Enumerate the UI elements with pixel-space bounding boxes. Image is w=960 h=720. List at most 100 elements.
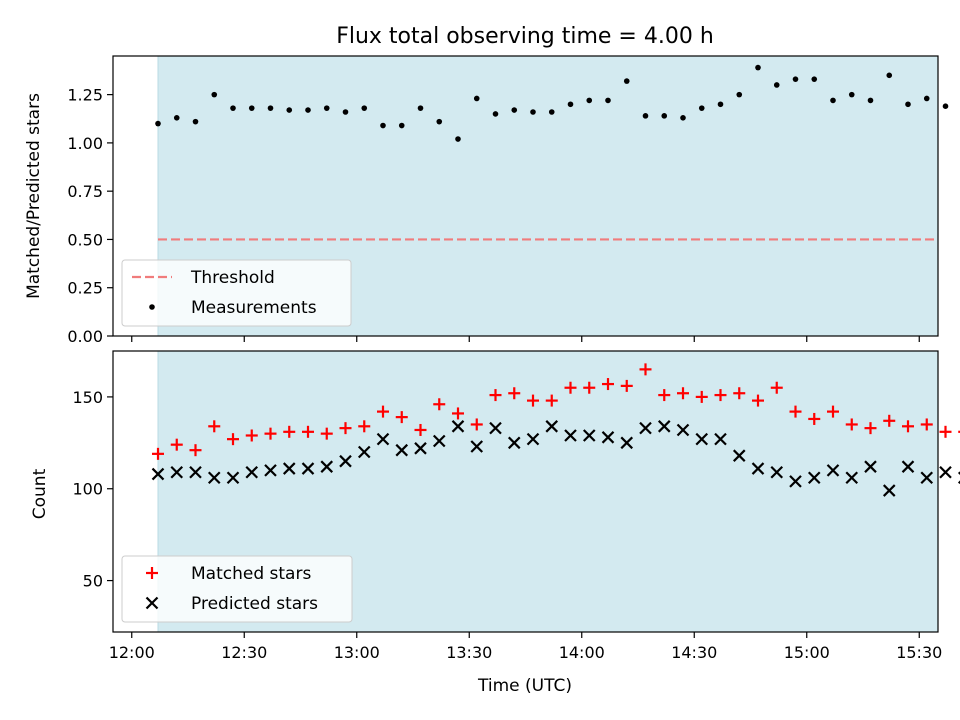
predicted-star-point — [357, 445, 371, 459]
predicted-star-point — [676, 423, 690, 437]
measurement-point — [736, 91, 743, 98]
matched-star-point — [452, 407, 464, 420]
predicted-star-point — [507, 436, 521, 450]
x-tick-label: 13:00 — [334, 643, 380, 662]
matched-star-point — [639, 363, 652, 376]
predicted-star-point — [639, 421, 652, 435]
measurement-point — [155, 120, 161, 127]
predicted-star-point — [451, 420, 465, 433]
matched-star-point — [358, 420, 371, 433]
predicted-star-point — [826, 464, 840, 477]
y-tick-label: 0.00 — [67, 327, 103, 346]
y-tick-label: 1.25 — [67, 86, 103, 105]
measurement-point — [511, 107, 518, 113]
predicted-star-point — [920, 471, 934, 485]
matched-star-point — [339, 422, 352, 435]
matched-star-point — [920, 418, 933, 431]
predicted-star-point — [601, 431, 615, 444]
legend-measurements-label: Measurements — [191, 298, 317, 318]
predicted-star-point — [882, 484, 896, 497]
matched-star-point — [320, 427, 333, 440]
matched-star-point — [377, 405, 389, 418]
predicted-star-point — [939, 465, 952, 479]
predicted-star-point — [264, 464, 277, 477]
predicted-star-point — [770, 465, 784, 479]
matched-star-point — [602, 378, 614, 391]
counts-axes-frame — [112, 350, 939, 633]
ratio-legend-box — [121, 259, 352, 327]
matched-star-point — [302, 425, 314, 438]
y-tick-label: 100 — [72, 480, 103, 499]
matched-star-point — [733, 387, 746, 400]
matched-star-point — [245, 429, 258, 442]
matched-star-point — [208, 420, 221, 433]
measurement-point — [811, 76, 818, 82]
predicted-star-point — [714, 432, 727, 446]
ratio-y-label: Matched/Predicted stars — [24, 93, 44, 299]
matched-star-point — [527, 394, 539, 407]
predicted-star-point — [751, 462, 765, 475]
measurement-point — [361, 105, 368, 111]
predicted-star-point — [564, 429, 577, 442]
matched-star-point — [395, 411, 408, 424]
matched-star-point — [433, 398, 446, 411]
measurements-points — [155, 64, 949, 142]
y-tick-label: 0.75 — [67, 182, 103, 201]
counts-legend: Matched stars Predicted stars — [121, 555, 353, 623]
predicted-star-point — [845, 471, 859, 485]
predicted-star-point — [582, 429, 596, 442]
predicted-star-point — [526, 432, 540, 446]
measurement-point — [436, 118, 443, 125]
matched-star-point — [714, 389, 727, 402]
matched-star-point — [470, 418, 483, 431]
predicted-star-point — [207, 471, 221, 485]
legend-matched-swatch — [146, 567, 158, 579]
measurement-point — [755, 64, 761, 71]
measurement-point — [173, 114, 180, 121]
matched-star-point — [902, 420, 914, 433]
measurement-point — [211, 91, 218, 98]
matched-star-point — [695, 390, 708, 403]
matched-star-point — [939, 425, 952, 438]
measurement-point — [323, 105, 330, 111]
predicted-star-point — [282, 462, 296, 475]
measurement-point — [698, 105, 705, 111]
predicted-star-point — [170, 465, 184, 479]
matched-star-point — [189, 444, 202, 457]
matched-star-point — [864, 422, 877, 435]
matched-star-point — [677, 387, 689, 400]
y-tick-label: 0.50 — [67, 230, 103, 249]
legend-plus-marker — [146, 567, 158, 579]
matched-star-point — [583, 381, 596, 394]
matched-star-point — [508, 387, 521, 400]
measurement-point — [192, 118, 199, 125]
predicted-star-point — [657, 420, 671, 433]
predicted-star-point — [545, 420, 559, 433]
matched-star-point — [545, 394, 558, 407]
predicted-star-point — [189, 465, 202, 479]
predicted-star-point — [732, 449, 746, 462]
counts-y-ticks: 50 100 150 — [72, 388, 113, 591]
measurement-point — [867, 97, 874, 104]
predicted-star-point — [339, 454, 352, 468]
matched-star-point — [770, 381, 783, 394]
predicted-star-point — [807, 471, 821, 485]
measurement-point — [623, 78, 630, 84]
predicted-star-point — [489, 421, 502, 435]
measurement-point — [792, 76, 799, 82]
matched-star-point — [752, 394, 764, 407]
measurement-point — [455, 136, 461, 142]
matched-star-point — [620, 379, 633, 392]
legend-predicted-label: Predicted stars — [191, 594, 318, 614]
predicted-star-point — [470, 440, 484, 453]
legend-predicted-swatch — [145, 596, 159, 610]
measurement-point — [905, 101, 911, 108]
x-tick-label: 15:00 — [784, 643, 830, 662]
x-tick-label: 12:00 — [109, 643, 155, 662]
chart-title: Flux total observing time = 4.00 h — [336, 24, 714, 49]
matched-star-point — [845, 418, 858, 431]
measurement-point — [248, 105, 255, 111]
measurement-point — [342, 109, 349, 115]
matched-star-point — [658, 389, 671, 402]
